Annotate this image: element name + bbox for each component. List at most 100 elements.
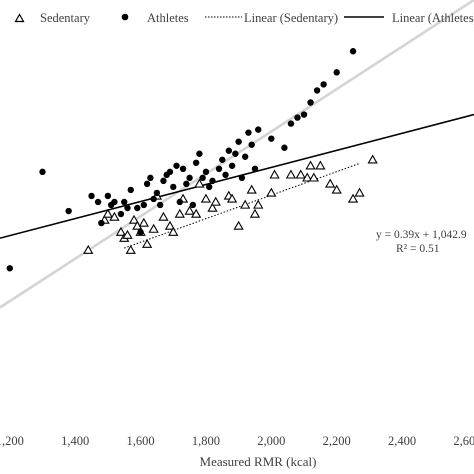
- x-tick-label: 2,400: [388, 434, 416, 448]
- athletes-point: [117, 210, 125, 218]
- sedentary-point: [226, 193, 238, 203]
- athletes-point: [166, 168, 174, 176]
- sedentary-point: [249, 208, 261, 218]
- sedentary-point: [207, 202, 218, 212]
- sedentary-point: [190, 208, 202, 218]
- legend-athletes-marker: [121, 13, 129, 21]
- athletes-point: [98, 219, 105, 227]
- athletes-point: [235, 138, 242, 145]
- athletes-point: [124, 204, 131, 212]
- athletes-point: [209, 177, 216, 185]
- athletes-point: [219, 156, 226, 163]
- legend-item-athletes: Athletes: [121, 11, 189, 25]
- athletes-point: [248, 141, 255, 148]
- x-axis: 1,200 1,400 1,600 1,800 2,000 2,200 2,400 2,600…: [0, 434, 474, 469]
- athletes-point: [196, 150, 203, 157]
- athletes-point: [199, 174, 206, 182]
- athletes-point: [222, 171, 229, 179]
- athletes-point: [245, 129, 252, 136]
- legend-sedentary-marker: [14, 13, 25, 23]
- athletes-point: [294, 114, 301, 121]
- athletes-point: [6, 265, 14, 272]
- sedentary-point: [200, 193, 212, 203]
- athletes-point: [88, 192, 95, 200]
- sedentary-point: [184, 205, 195, 215]
- athletes-point: [228, 162, 236, 169]
- regression-equation: y = 0.39x + 1,042.9: [376, 229, 467, 241]
- linear-athletes-trend-line: [0, 113, 474, 239]
- sedentary-point: [148, 223, 159, 233]
- legend-item-linear-sedentary: Linear (Sedentary): [205, 11, 338, 25]
- legend-linear-athletes-label: Linear (Athletes): [392, 11, 474, 25]
- x-tick-label: 1,600: [127, 434, 155, 448]
- x-tick-label: 1,800: [192, 434, 220, 448]
- legend-linear-sedentary-label: Linear (Sedentary): [244, 11, 338, 25]
- x-tick-label: 2,600: [453, 434, 474, 448]
- sedentary-point: [240, 199, 251, 209]
- x-tick-label: 1,200: [0, 434, 24, 448]
- athletes-point: [307, 99, 314, 106]
- sedentary-point: [210, 196, 221, 206]
- sedentary-point: [285, 169, 297, 179]
- sedentary-point: [164, 220, 176, 230]
- x-axis-label: Measured RMR (kcal): [200, 454, 317, 469]
- athletes-point: [137, 228, 144, 236]
- legend-athletes-label: Athletes: [147, 11, 189, 25]
- athletes-point: [94, 198, 102, 206]
- sedentary-point: [115, 226, 127, 236]
- sedentary-point: [302, 172, 313, 182]
- sedentary-point: [325, 178, 336, 188]
- athletes-point: [215, 165, 223, 173]
- athletes-point: [202, 168, 210, 176]
- athletes-point: [186, 174, 193, 182]
- legend-item-linear-athletes: Linear (Athletes): [344, 11, 474, 25]
- athletes-point: [225, 147, 233, 154]
- sedentary-point: [194, 178, 205, 188]
- athletes-point: [268, 135, 275, 142]
- sedentary-point: [109, 211, 120, 221]
- sedentary-point: [269, 169, 280, 179]
- athletes-point: [127, 186, 134, 194]
- athletes-point: [255, 126, 262, 133]
- sedentary-point: [308, 172, 319, 182]
- sedentary-point: [331, 184, 342, 194]
- athletes-point: [150, 195, 157, 203]
- athletes-point: [320, 81, 327, 88]
- sedentary-point: [158, 211, 169, 221]
- sedentary-point: [83, 244, 94, 254]
- x-tick-label: 2,200: [323, 434, 351, 448]
- athletes-point: [349, 48, 357, 55]
- regression-annotation: y = 0.39x + 1,042.9 R² = 0.51: [376, 229, 467, 255]
- athletes-point: [156, 201, 164, 209]
- athletes-point: [134, 204, 141, 212]
- sedentary-point: [128, 214, 140, 224]
- points-layer: [6, 48, 378, 272]
- athletes-point: [179, 165, 187, 173]
- r-squared-label: R² = 0.51: [396, 243, 440, 255]
- x-tick-labels: 1,200 1,400 1,600 1,800 2,000 2,200 2,400 2,600: [0, 434, 474, 448]
- sedentary-point: [125, 244, 136, 254]
- athletes-point: [206, 183, 213, 191]
- sedentary-point: [138, 217, 149, 227]
- sedentary-point: [315, 160, 326, 170]
- sedentary-point: [347, 193, 359, 203]
- athletes-point: [173, 162, 180, 169]
- athletes-point: [39, 168, 46, 176]
- athletes-point: [281, 144, 288, 151]
- athletes-point: [192, 159, 200, 166]
- legend-sedentary-label: Sedentary: [40, 11, 91, 25]
- athletes-point: [121, 198, 128, 206]
- sedentary-point: [168, 226, 179, 236]
- x-tick-label: 1,400: [61, 434, 89, 448]
- legend: Sedentary Athletes Linear (Sedentary) Li…: [14, 11, 474, 25]
- sedentary-point: [253, 199, 264, 209]
- sedentary-point: [246, 184, 257, 194]
- athletes-point: [300, 111, 308, 118]
- sedentary-point: [367, 154, 378, 164]
- sedentary-point: [122, 229, 133, 239]
- sedentary-point: [233, 220, 244, 230]
- x-tick-label: 2,000: [257, 434, 285, 448]
- athletes-point: [238, 174, 246, 182]
- sedentary-point: [141, 238, 153, 248]
- athletes-point: [333, 69, 340, 76]
